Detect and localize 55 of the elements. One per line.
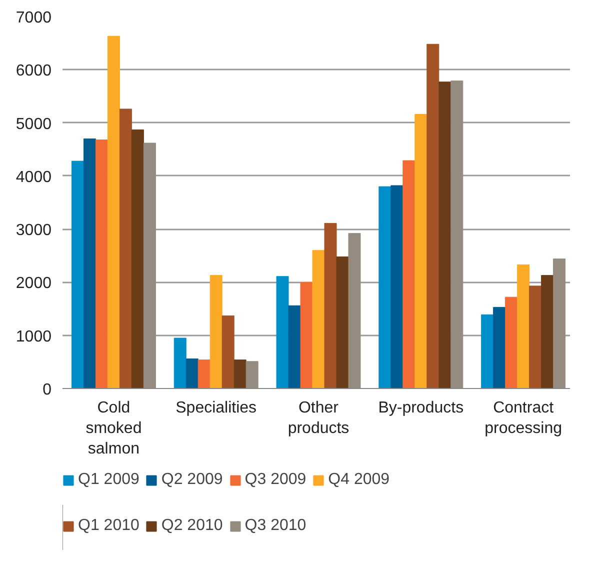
bar — [107, 36, 120, 388]
y-tick-label: 3000 — [16, 222, 52, 240]
bar — [378, 186, 392, 388]
y-tick-label: 4000 — [16, 168, 52, 186]
bar — [300, 282, 313, 388]
bar — [312, 250, 325, 388]
bar — [174, 338, 186, 388]
bar — [390, 185, 404, 388]
legend-label: Q2 2010 — [161, 516, 223, 536]
bar — [246, 361, 258, 388]
bar — [210, 275, 222, 388]
legend-label: Q1 2010 — [78, 516, 140, 536]
legend-label: Q3 2009 — [244, 470, 306, 490]
bar — [71, 160, 84, 388]
y-tick-label: 2000 — [16, 275, 52, 292]
legend-label: Q3 2010 — [244, 516, 306, 536]
bar — [131, 129, 144, 388]
bar — [143, 142, 156, 388]
legend-label: Q1 2009 — [78, 470, 140, 490]
y-tick-label: 6000 — [16, 62, 52, 80]
bar — [95, 140, 108, 388]
bar — [553, 258, 566, 388]
bar — [234, 360, 246, 388]
bar — [276, 276, 289, 388]
bar — [414, 114, 428, 388]
bar — [336, 256, 349, 388]
y-tick-label: 0 — [42, 382, 52, 398]
legend-label: Q4 2009 — [328, 470, 390, 490]
bar — [438, 82, 452, 388]
x-tick-label: Specialities — [176, 400, 257, 416]
bar — [517, 264, 530, 388]
x-tick-label: By-products — [378, 400, 464, 416]
bar — [426, 44, 440, 388]
bar — [288, 305, 301, 388]
x-tick-label: Other products — [288, 400, 350, 437]
bar — [529, 286, 542, 388]
bar — [198, 360, 210, 388]
bar — [481, 314, 494, 388]
bar — [450, 80, 464, 388]
bar — [541, 275, 554, 388]
x-tick-label: Cold smoked salmon — [86, 400, 142, 458]
bar — [222, 315, 234, 388]
bar — [83, 138, 96, 388]
y-tick-label: 7000 — [16, 10, 52, 26]
bar — [119, 108, 132, 388]
bar — [348, 233, 361, 388]
x-tick-label: Contract processing — [484, 400, 562, 437]
y-tick-label: 5000 — [16, 116, 52, 133]
bar — [505, 296, 518, 388]
bar — [324, 222, 337, 388]
bar — [493, 306, 506, 388]
legend-label: Q2 2009 — [161, 470, 223, 490]
bar — [186, 358, 198, 388]
bar — [402, 160, 416, 388]
y-tick-label: 1000 — [16, 328, 52, 346]
